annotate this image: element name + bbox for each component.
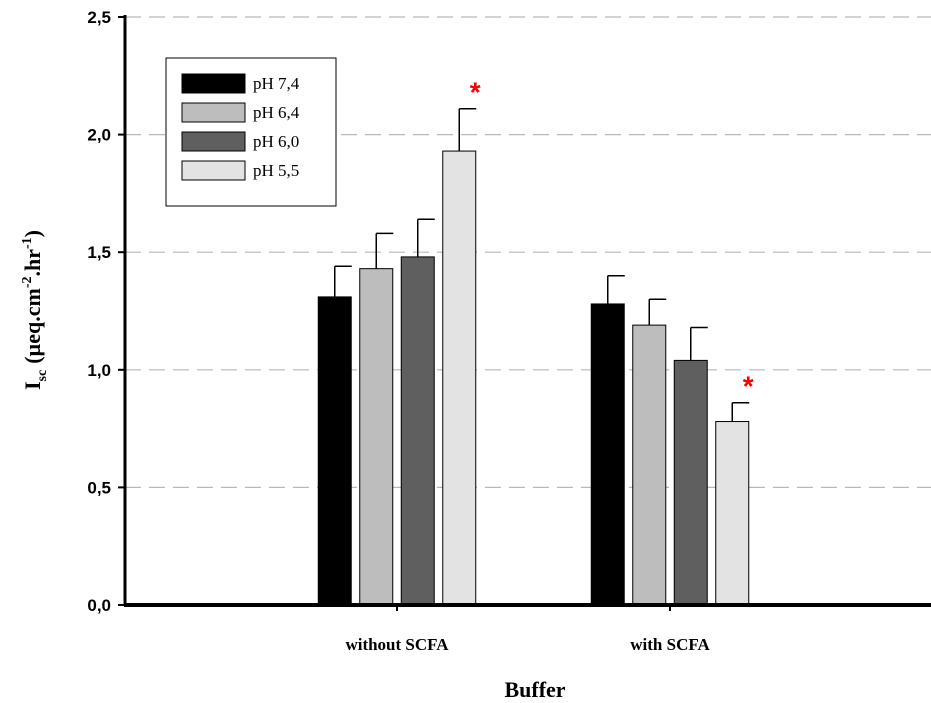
y-axis-title-sub: sc	[35, 370, 50, 382]
y-tick-label: 1,0	[87, 361, 111, 380]
y-tick-label: 2,0	[87, 126, 111, 145]
bar	[715, 421, 750, 606]
legend-label: pH 5,5	[253, 161, 299, 180]
y-axis-title-unit-prefix: (µeq.cm	[20, 288, 45, 364]
y-tick-label: 0,0	[87, 596, 111, 615]
bar	[317, 296, 352, 606]
y-axis-title: Isc (µeq.cm-2.hr-1)	[20, 230, 50, 390]
legend-label: pH 6,0	[253, 132, 299, 151]
bar	[442, 150, 477, 606]
y-tick-label: 2,5	[87, 8, 111, 27]
significance-star: *	[470, 77, 481, 108]
legend-swatch	[181, 73, 246, 94]
legend-label: pH 6,4	[253, 103, 300, 122]
x-tick-label: with SCFA	[630, 635, 710, 654]
y-tick-label: 0,5	[87, 478, 111, 497]
x-axis-title: Buffer	[504, 677, 565, 702]
bar	[632, 324, 667, 606]
axes	[123, 15, 931, 607]
bar	[590, 303, 625, 606]
y-axis-title-main: I	[20, 381, 45, 390]
bar	[359, 268, 394, 606]
legend-swatch	[181, 160, 246, 181]
y-axis-title-sup1: -2	[20, 277, 35, 289]
legend-swatch	[181, 102, 246, 123]
bars	[317, 150, 750, 606]
error-bars	[334, 107, 750, 422]
legend: pH 7,4 pH 6,4 pH 6,0 pH 5,5	[165, 57, 337, 207]
x-ticks: without SCFA with SCFA	[345, 605, 710, 654]
legend-swatch	[181, 131, 246, 152]
significance-star: *	[743, 371, 754, 402]
y-axis-title-sup2: -1	[20, 237, 35, 249]
y-ticks: 0,0 0,5 1,0 1,5 2,0 2,5	[87, 8, 125, 615]
y-axis-title-unit-mid: .hr	[20, 249, 45, 277]
y-tick-label: 1,5	[87, 243, 111, 262]
legend-label: pH 7,4	[253, 74, 300, 93]
y-axis-title-unit-suffix: )	[20, 230, 45, 237]
bar	[673, 359, 708, 606]
x-tick-label: without SCFA	[345, 635, 449, 654]
annotations: **	[470, 77, 754, 402]
bar	[400, 256, 435, 606]
